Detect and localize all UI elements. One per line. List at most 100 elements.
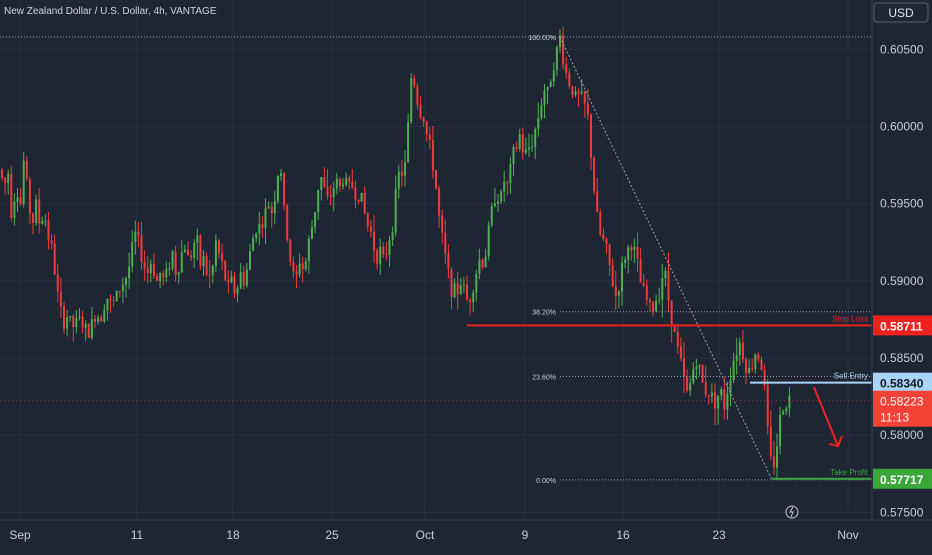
fibonacci-retracement[interactable]: 100.00% 38.20% 23.60% 0.00% xyxy=(0,35,872,485)
candle-up xyxy=(493,203,496,207)
fib-level-label: 23.60% xyxy=(532,374,556,381)
candle-down xyxy=(94,319,96,322)
candle-up xyxy=(692,369,695,383)
candle-down xyxy=(714,392,716,409)
candle-up xyxy=(239,272,242,289)
candle-down xyxy=(515,146,518,149)
candle-down xyxy=(369,226,372,232)
candle-down xyxy=(673,326,676,332)
candle-up xyxy=(710,392,713,397)
candle-down xyxy=(751,367,754,369)
candle-up xyxy=(689,382,692,391)
candle-up xyxy=(779,414,782,447)
candle-down xyxy=(156,276,158,281)
candle-up xyxy=(44,220,47,222)
candle-up xyxy=(41,220,44,224)
candle-down xyxy=(701,365,704,383)
lightning-icon[interactable] xyxy=(785,505,799,519)
price-axis-box-label: 0.58340 xyxy=(880,377,924,391)
candle-series xyxy=(1,26,791,479)
candle-down xyxy=(289,239,292,262)
candle-up xyxy=(540,105,543,118)
price-tick-label: 0.59500 xyxy=(880,197,924,211)
trade-line-label: Stop Loss xyxy=(832,314,868,323)
time-tick-label: 11 xyxy=(131,528,144,542)
candle-down xyxy=(760,359,763,370)
candle-down xyxy=(338,178,341,187)
time-tick-label: 25 xyxy=(325,528,339,542)
candle-up xyxy=(149,263,152,274)
candle-up xyxy=(121,284,124,292)
candle-up xyxy=(549,81,552,87)
candle-down xyxy=(283,173,286,206)
candle-down xyxy=(242,272,245,286)
time-axis[interactable]: Sep 11 18 25 Oct 9 16 23 Nov xyxy=(0,519,932,542)
candle-down xyxy=(50,240,53,244)
candle-down xyxy=(608,244,611,265)
price-tick-label: 0.60000 xyxy=(880,120,924,134)
candle-up xyxy=(509,164,512,184)
fib-level-label: 38.20% xyxy=(532,310,556,317)
current-price-label: 0.58223 xyxy=(880,395,924,409)
candle-down xyxy=(772,456,775,468)
candle-down xyxy=(87,323,90,338)
candle-up xyxy=(698,365,701,367)
candle-up xyxy=(90,319,93,338)
time-tick-label: 23 xyxy=(712,528,726,542)
candle-up xyxy=(735,355,738,361)
candle-down xyxy=(562,35,565,65)
candle-down xyxy=(118,291,121,293)
candle-up xyxy=(633,246,636,251)
candle-up xyxy=(528,147,530,150)
candle-up xyxy=(475,273,478,293)
candle-down xyxy=(63,306,65,329)
candle-up xyxy=(655,300,658,312)
candle-down xyxy=(38,199,41,224)
price-tick-label: 0.58500 xyxy=(880,351,924,365)
price-labels: 0.60500 0.60000 0.59500 0.59000 0.58500 0.580… xyxy=(0,42,932,519)
trade-levels[interactable]: Stop Loss Sell Entry Take Profit xyxy=(467,314,872,480)
candle-up xyxy=(478,259,481,274)
price-axis[interactable] xyxy=(871,0,932,550)
candle-down xyxy=(568,72,571,86)
candle-down xyxy=(329,195,332,198)
candle-down xyxy=(416,85,419,105)
candle-up xyxy=(134,231,137,243)
candle-down xyxy=(630,247,633,251)
candle-down xyxy=(162,273,165,278)
candle-up xyxy=(35,199,38,224)
candle-up xyxy=(500,191,503,202)
candle-down xyxy=(596,191,599,213)
candle-up xyxy=(397,171,400,189)
candle-up xyxy=(317,189,320,212)
candle-up xyxy=(537,117,540,129)
price-axis-box-label: 0.58711 xyxy=(880,319,923,333)
candle-down xyxy=(614,286,617,296)
candle-up xyxy=(782,411,785,415)
candle-down xyxy=(382,246,385,255)
candle-down xyxy=(450,269,453,298)
candle-up xyxy=(106,298,109,311)
time-tick-label: Oct xyxy=(416,528,435,542)
candle-down xyxy=(224,261,227,280)
candle-down xyxy=(112,300,115,302)
candle-down xyxy=(376,250,379,265)
candle-down xyxy=(741,342,744,360)
trade-line-label: Take Profit xyxy=(830,468,869,477)
time-tick-label: Nov xyxy=(837,528,858,542)
candle-down xyxy=(652,302,654,312)
candle-down xyxy=(593,157,596,192)
candle-down xyxy=(32,213,34,224)
candle-down xyxy=(639,258,642,283)
candle-up xyxy=(335,178,338,189)
trade-line-label: Sell Entry xyxy=(834,372,868,381)
candle-up xyxy=(202,256,205,267)
candle-up xyxy=(484,256,487,268)
currency-button[interactable]: USD xyxy=(873,2,929,23)
candle-up xyxy=(555,47,558,71)
candle-down xyxy=(199,235,202,267)
candle-down xyxy=(590,114,592,158)
price-tick-label: 0.60500 xyxy=(880,42,924,56)
